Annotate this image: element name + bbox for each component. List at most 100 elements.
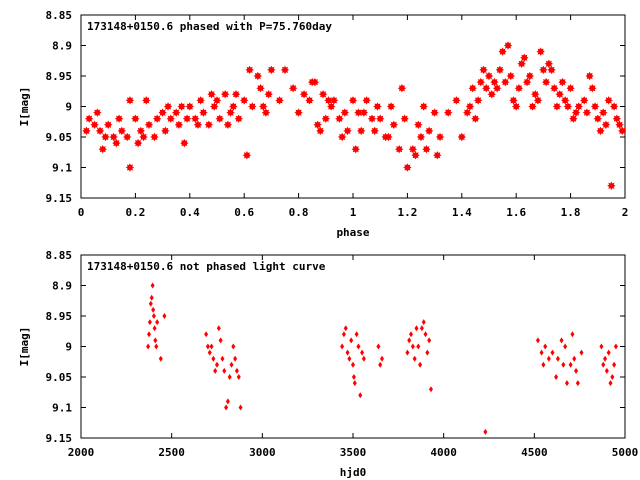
data-point: [370, 126, 379, 136]
data-point: [354, 108, 363, 117]
data-point: [503, 41, 513, 50]
data-point: [575, 380, 580, 387]
data-point: [280, 65, 290, 75]
data-point: [541, 77, 551, 87]
y-tick-label: 8.95: [46, 310, 73, 323]
data-point: [229, 361, 234, 368]
data-point: [457, 132, 467, 142]
x-tick-label: 0.2: [125, 206, 145, 219]
data-point: [525, 71, 535, 81]
x-tick-label: 4000: [430, 446, 457, 459]
data-point: [82, 126, 91, 136]
data-point: [443, 108, 453, 117]
x-tick-label: 0.8: [289, 206, 309, 219]
data-point: [356, 126, 366, 136]
data-point: [356, 343, 361, 350]
data-point: [479, 65, 488, 75]
data-point: [343, 126, 352, 136]
data-point: [305, 96, 314, 105]
data-point: [435, 132, 445, 142]
x-tick-label: 3000: [249, 446, 276, 459]
data-point: [360, 349, 365, 356]
data-point: [412, 355, 417, 362]
data-point: [421, 319, 426, 326]
data-point: [234, 114, 243, 123]
data-point: [207, 90, 216, 99]
data-point: [209, 343, 214, 350]
data-point: [182, 114, 192, 123]
data-point: [123, 132, 132, 142]
data-point: [142, 96, 151, 105]
x-tick-label: 3500: [340, 446, 367, 459]
data-point: [327, 102, 336, 111]
data-point: [158, 108, 167, 117]
data-point: [405, 349, 410, 356]
data-point: [220, 90, 230, 99]
data-point: [242, 151, 252, 160]
data-point: [98, 144, 107, 154]
data-point: [380, 355, 385, 362]
data-point: [133, 138, 143, 148]
x-axis-title: hjd0: [340, 466, 367, 479]
data-point: [125, 163, 135, 172]
data-point: [606, 349, 611, 356]
data-point: [471, 114, 480, 123]
data-point: [151, 306, 156, 313]
data-point: [407, 337, 412, 344]
data-point: [196, 96, 205, 105]
data-point: [389, 120, 399, 130]
data-point: [225, 398, 230, 405]
data-point: [199, 108, 208, 117]
data-point: [152, 114, 162, 123]
data-point: [367, 114, 377, 123]
x-tick-label: 5000: [612, 446, 639, 459]
data-point: [414, 325, 419, 332]
data-point: [337, 132, 347, 142]
data-point: [599, 343, 604, 350]
data-point: [207, 349, 212, 356]
data-point: [131, 114, 140, 123]
data-point: [151, 313, 156, 319]
data-point: [533, 96, 543, 105]
data-point: [211, 355, 216, 362]
data-point: [555, 355, 560, 362]
data-point: [238, 404, 243, 411]
data-point: [166, 114, 175, 123]
y-axis-title: I[mag]: [18, 87, 31, 127]
y-tick-label: 9.1: [52, 402, 72, 415]
x-tick-label: 0.6: [234, 206, 254, 219]
data-point: [114, 114, 124, 123]
data-point: [210, 102, 219, 111]
data-point: [361, 355, 366, 362]
y-tick-label: 8.9: [52, 280, 72, 293]
data-point: [171, 108, 181, 117]
data-point: [593, 114, 603, 123]
data-point: [395, 144, 404, 154]
data-point: [422, 144, 431, 154]
data-point: [220, 355, 225, 362]
data-point: [93, 108, 102, 117]
data-point: [341, 331, 346, 338]
data-point: [552, 102, 562, 111]
data-point: [574, 367, 579, 374]
data-point: [511, 102, 521, 111]
data-point: [155, 319, 160, 326]
data-point: [579, 349, 584, 356]
y-tick-label: 8.9: [52, 40, 72, 53]
data-point: [476, 77, 486, 87]
data-point: [547, 65, 556, 75]
data-point: [204, 120, 214, 130]
data-point: [601, 361, 606, 368]
data-point: [139, 132, 148, 142]
data-point: [574, 102, 583, 111]
data-point: [359, 108, 369, 117]
y-tick-label: 9.05: [46, 131, 73, 144]
data-point: [495, 65, 505, 75]
data-point: [522, 77, 532, 87]
x-tick-label: 4500: [521, 446, 548, 459]
x-axis-title: phase: [336, 226, 369, 239]
y-tick-label: 9.15: [46, 432, 73, 445]
data-point: [555, 90, 564, 99]
y-tick-label: 8.95: [46, 70, 73, 83]
